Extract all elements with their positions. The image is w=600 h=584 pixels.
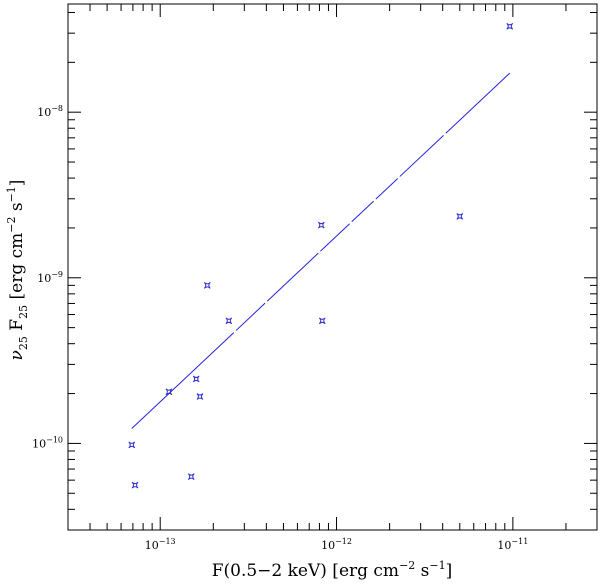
plot-frame — [67, 3, 598, 531]
data-point — [196, 393, 204, 400]
data-point — [225, 317, 233, 325]
data-point — [131, 481, 139, 489]
y-tick-label: 10−10 — [32, 435, 63, 450]
y-tick-label: 10−8 — [37, 104, 63, 119]
data-points — [128, 22, 514, 489]
x-tick-label: 10−13 — [145, 537, 176, 552]
data-point — [128, 441, 136, 449]
data-point — [456, 212, 464, 220]
fit-line-group — [131, 72, 511, 429]
data-point — [318, 317, 326, 325]
x-axis-label: F(0.5−2 keV) [erg cm−2 s−1] — [212, 559, 453, 581]
data-point — [317, 221, 325, 229]
fit-line — [131, 72, 511, 429]
tick-marks — [67, 4, 598, 531]
data-point — [203, 281, 211, 289]
y-tick-labels: 10−10 10−9 10−8 — [32, 104, 63, 450]
data-point — [192, 375, 200, 383]
x-tick-labels: 10−13 10−12 10−11 — [145, 537, 529, 552]
x-tick-label: 10−12 — [321, 537, 352, 552]
y-tick-label: 10−9 — [37, 270, 63, 285]
data-point — [187, 473, 195, 481]
y-axis-label: ν25 F25 [erg cm−2 s−1] — [5, 180, 30, 361]
x-tick-label: 10−11 — [497, 537, 528, 552]
data-point — [506, 22, 514, 30]
